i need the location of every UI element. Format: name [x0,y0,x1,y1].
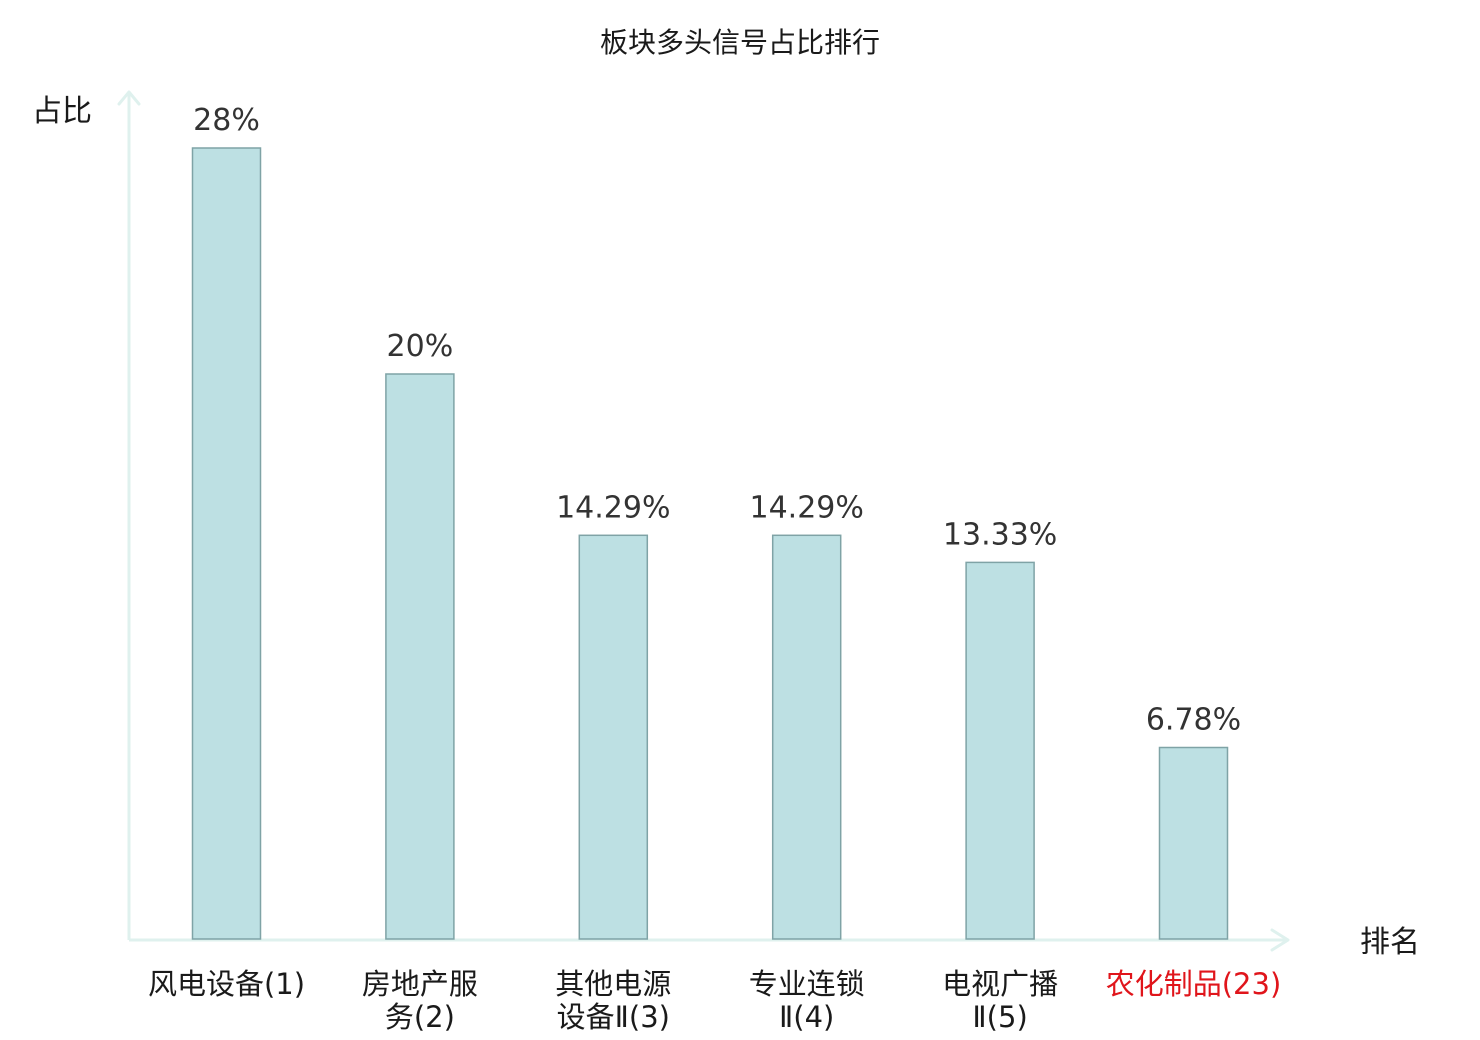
value-label-2: 20% [387,329,454,364]
y-axis-label: 占比 [32,94,92,129]
category-label-5: 电视广播 Ⅱ(5) [942,967,1058,1034]
bar-4 [771,534,842,940]
category-label-1: 风电设备(1) [148,967,305,1001]
category-label-4: 专业连锁 Ⅱ(4) [749,967,865,1034]
category-labels-group: 风电设备(1) 房地产服务(2) 其他电源设备Ⅱ(3) 专业连锁 Ⅱ(4) 电视广播 Ⅱ(5… [148,967,1281,1034]
category-label-2: 房地产服务(2) [362,967,478,1034]
bar-6 [1158,746,1229,940]
value-label-5: 13.33% [943,517,1057,552]
bar-3 [578,534,649,940]
category-label-1-line-1: 风电设备(1) [148,967,305,1001]
category-label-6: 农化制品(23) [1106,967,1282,1001]
category-label-2-line-1: 房地产服 [362,967,478,1001]
value-label-1: 28% [193,103,260,138]
value-label-4: 14.29% [750,490,864,525]
value-labels-group: 28% 20% 14.29% 14.29% 13.33% 6.78% [193,103,1241,738]
category-label-5-line-2: Ⅱ(5) [972,1000,1027,1034]
category-label-3-line-2: 设备Ⅱ(3) [557,1000,670,1034]
value-label-6: 6.78% [1146,703,1241,738]
category-label-6-line-1: 农化制品(23) [1106,967,1282,1001]
bar-2 [385,373,455,940]
category-label-2-line-2: 务(2) [385,1000,455,1034]
bar-1 [191,147,262,940]
x-axis [129,928,1290,952]
chart-title: 板块多头信号占比排行 [600,26,880,59]
value-label-3: 14.29% [556,490,670,525]
x-axis-label: 排名 [1360,925,1420,960]
category-label-5-line-1: 电视广播 [942,967,1058,1001]
category-label-3: 其他电源设备Ⅱ(3) [555,967,671,1034]
y-axis [117,90,141,940]
category-label-4-line-1: 专业连锁 [749,967,865,1001]
category-label-3-line-1: 其他电源 [555,967,671,1001]
bars-group [191,147,1229,940]
category-label-4-line-2: Ⅱ(4) [779,1000,834,1034]
bar-5 [965,561,1035,940]
